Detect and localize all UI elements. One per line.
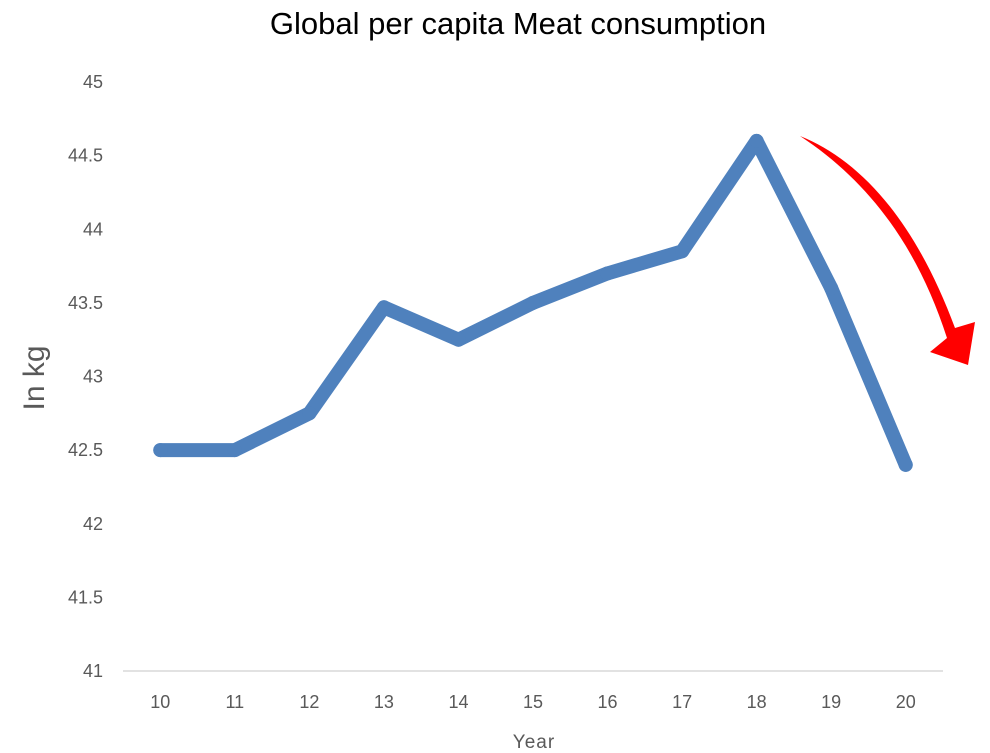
y-tick-label: 41: [83, 661, 103, 681]
y-axis-label: In kg: [18, 345, 51, 410]
series-group: [153, 133, 913, 472]
data-point: [898, 457, 913, 472]
y-tick-label: 42.5: [68, 440, 103, 460]
y-tick-label: 43: [83, 367, 103, 387]
x-axis-label: Year: [513, 732, 555, 753]
x-tick-label: 19: [821, 692, 841, 712]
data-point: [451, 332, 466, 347]
y-tick-label: 43.5: [68, 293, 103, 313]
x-tick-label: 16: [598, 692, 618, 712]
y-tick-label: 44.5: [68, 146, 103, 166]
x-tick-label: 18: [747, 692, 767, 712]
x-tick-label: 14: [448, 692, 468, 712]
data-point: [376, 300, 391, 315]
data-point: [600, 266, 615, 281]
y-tick-label: 41.5: [68, 587, 103, 607]
x-tick-label: 10: [150, 692, 170, 712]
data-point: [227, 443, 242, 458]
x-tick-label: 13: [374, 692, 394, 712]
x-axis-ticks: 10 11 12 13 14 15 16 17 18 19 20: [150, 692, 915, 712]
x-tick-label: 17: [672, 692, 692, 712]
data-point: [526, 295, 540, 310]
data-point: [749, 133, 764, 148]
x-tick-label: 11: [225, 692, 244, 712]
data-point: [824, 281, 839, 296]
downward-arrow-annotation: [800, 136, 975, 365]
y-tick-label: 45: [83, 72, 103, 92]
y-tick-label: 44: [83, 219, 103, 239]
x-tick-label: 15: [523, 692, 543, 712]
data-point: [153, 443, 168, 458]
x-tick-label: 20: [896, 692, 916, 712]
data-point: [302, 406, 317, 421]
y-tick-label: 42: [83, 514, 103, 534]
chart-title: Global per capita Meat consumption: [270, 6, 766, 41]
data-point: [675, 244, 690, 259]
y-axis-ticks: 41 41.5 42 42.5 43 43.5 44 44.5 45: [68, 72, 103, 681]
x-tick-label: 12: [299, 692, 319, 712]
